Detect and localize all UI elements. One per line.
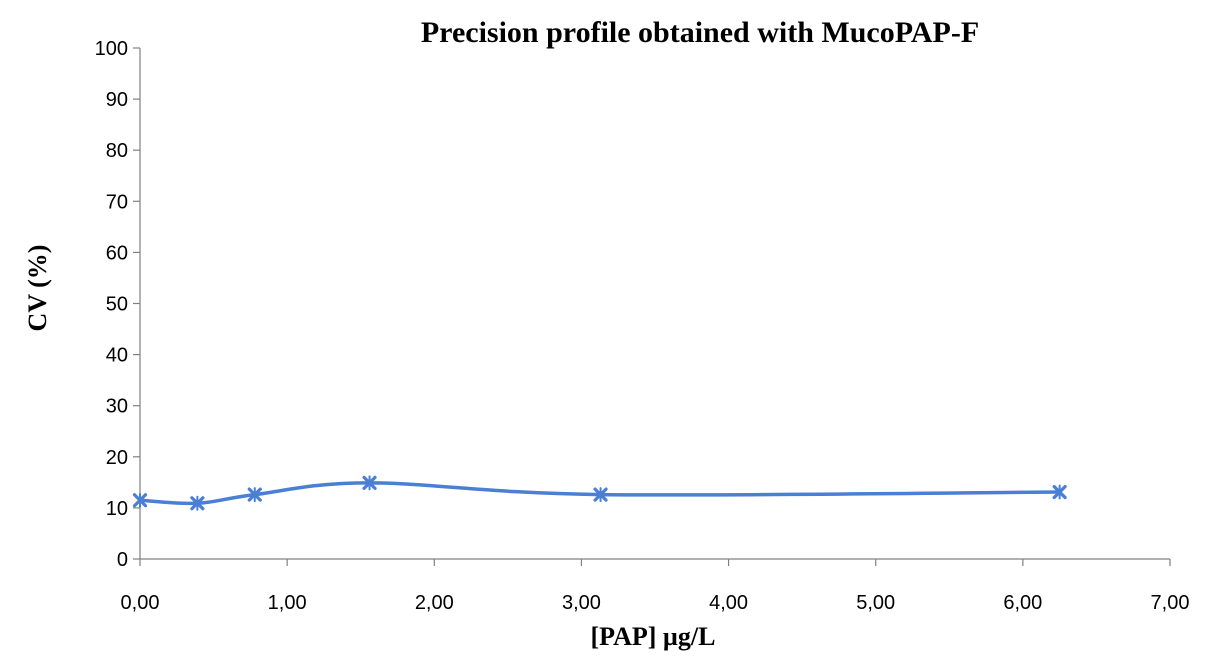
y-tick-label: 0 xyxy=(117,549,128,571)
x-tick-label: 6,00 xyxy=(1003,592,1042,614)
data-point-marker xyxy=(247,487,262,503)
x-tick-label: 7,00 xyxy=(1151,592,1190,614)
x-tick-label: 2,00 xyxy=(415,592,454,614)
chart-title: Precision profile obtained with MucoPAP-… xyxy=(421,16,979,49)
data-point-marker xyxy=(593,487,608,503)
series-line xyxy=(138,481,1062,506)
series-layer xyxy=(132,475,1067,511)
y-tick-label: 70 xyxy=(106,191,128,213)
x-tick-label: 3,00 xyxy=(562,592,601,614)
x-tick-label: 1,00 xyxy=(268,592,307,614)
y-axis-title: CV (%) xyxy=(23,245,52,332)
x-tick-label: 4,00 xyxy=(709,592,748,614)
x-tick-label: 0,00 xyxy=(121,592,160,614)
y-tick-label: 100 xyxy=(95,38,128,60)
data-point-marker xyxy=(190,495,205,511)
y-tick-label: 50 xyxy=(106,294,128,316)
y-axis: 0 10 20 30 40 50 60 70 80 90 100 xyxy=(95,38,141,571)
y-tick-label: 90 xyxy=(106,89,128,111)
data-point-marker xyxy=(362,475,377,491)
data-point-marker xyxy=(1052,484,1067,500)
data-point-marker xyxy=(132,492,148,508)
y-tick-label: 30 xyxy=(106,396,128,418)
y-tick-label: 40 xyxy=(106,345,128,367)
y-tick-label: 10 xyxy=(106,498,128,520)
x-axis: 0,00 1,00 2,00 3,00 4,00 5,00 6,00 7,00 xyxy=(121,558,1190,614)
y-tick-label: 80 xyxy=(106,140,128,162)
y-tick-label: 60 xyxy=(106,242,128,264)
x-tick-label: 5,00 xyxy=(856,592,895,614)
x-axis-title: [PAP] µg/L xyxy=(591,622,716,651)
y-tick-label: 20 xyxy=(106,447,128,469)
